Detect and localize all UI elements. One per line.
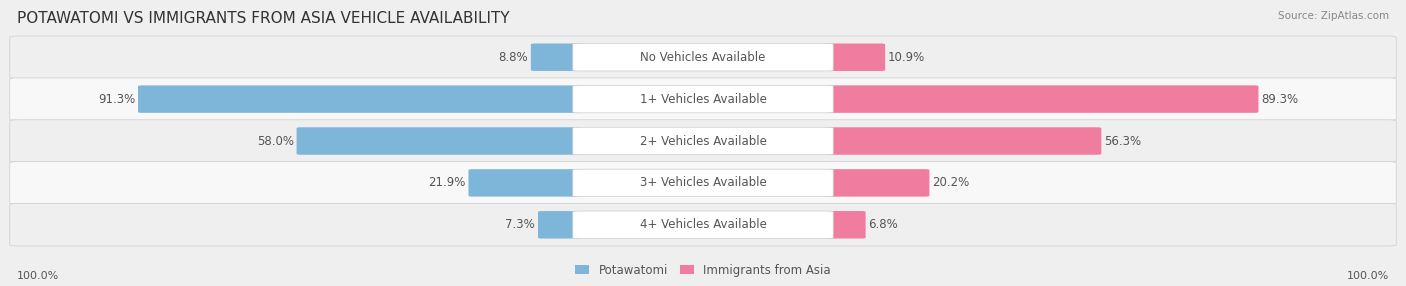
FancyBboxPatch shape [10, 78, 1396, 120]
FancyBboxPatch shape [10, 162, 1396, 204]
Text: 21.9%: 21.9% [429, 176, 465, 189]
FancyBboxPatch shape [572, 211, 834, 239]
Text: 100.0%: 100.0% [1347, 271, 1389, 281]
FancyBboxPatch shape [468, 169, 581, 196]
FancyBboxPatch shape [572, 169, 834, 196]
Text: 91.3%: 91.3% [98, 93, 135, 106]
FancyBboxPatch shape [572, 127, 834, 155]
Text: Source: ZipAtlas.com: Source: ZipAtlas.com [1278, 11, 1389, 21]
FancyBboxPatch shape [825, 86, 1258, 113]
FancyBboxPatch shape [825, 211, 866, 239]
FancyBboxPatch shape [572, 86, 834, 113]
FancyBboxPatch shape [10, 120, 1396, 162]
FancyBboxPatch shape [572, 43, 834, 71]
FancyBboxPatch shape [297, 127, 581, 155]
Text: 6.8%: 6.8% [869, 218, 898, 231]
Text: 3+ Vehicles Available: 3+ Vehicles Available [640, 176, 766, 189]
Text: 58.0%: 58.0% [257, 134, 294, 148]
FancyBboxPatch shape [825, 169, 929, 196]
FancyBboxPatch shape [538, 211, 581, 239]
Text: 2+ Vehicles Available: 2+ Vehicles Available [640, 134, 766, 148]
Text: 56.3%: 56.3% [1104, 134, 1142, 148]
Text: 7.3%: 7.3% [505, 218, 536, 231]
FancyBboxPatch shape [825, 43, 886, 71]
FancyBboxPatch shape [10, 36, 1396, 78]
FancyBboxPatch shape [138, 86, 581, 113]
Text: 20.2%: 20.2% [932, 176, 970, 189]
Legend: Potawatomi, Immigrants from Asia: Potawatomi, Immigrants from Asia [571, 259, 835, 282]
Text: POTAWATOMI VS IMMIGRANTS FROM ASIA VEHICLE AVAILABILITY: POTAWATOMI VS IMMIGRANTS FROM ASIA VEHIC… [17, 11, 509, 26]
FancyBboxPatch shape [825, 127, 1101, 155]
FancyBboxPatch shape [531, 43, 581, 71]
Text: 89.3%: 89.3% [1261, 93, 1298, 106]
Text: 100.0%: 100.0% [17, 271, 59, 281]
FancyBboxPatch shape [10, 204, 1396, 246]
Text: 1+ Vehicles Available: 1+ Vehicles Available [640, 93, 766, 106]
Text: 4+ Vehicles Available: 4+ Vehicles Available [640, 218, 766, 231]
Text: 8.8%: 8.8% [499, 51, 529, 64]
Text: 10.9%: 10.9% [889, 51, 925, 64]
Text: No Vehicles Available: No Vehicles Available [640, 51, 766, 64]
